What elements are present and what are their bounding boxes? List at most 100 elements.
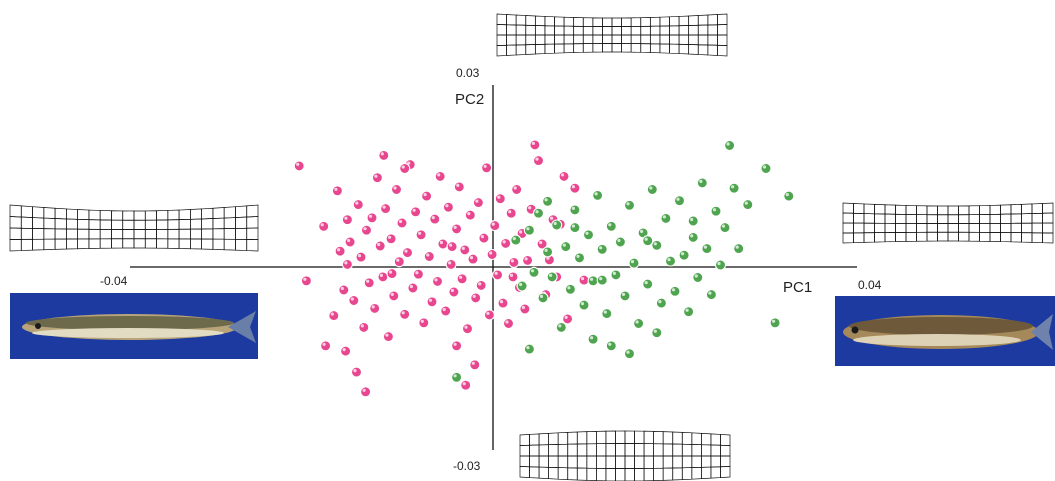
grid-cell bbox=[66, 218, 78, 230]
grid-cell bbox=[602, 34, 613, 44]
green-point-highlight bbox=[635, 320, 639, 324]
grid-cell bbox=[1031, 232, 1043, 244]
pink-point bbox=[426, 296, 438, 308]
grid-cell bbox=[611, 43, 622, 53]
y-tick-label-min: -0.03 bbox=[453, 459, 481, 473]
pink-point-highlight bbox=[467, 212, 471, 216]
pink-point-highlight bbox=[377, 242, 381, 247]
pink-point-highlight bbox=[390, 292, 394, 296]
green-point-highlight bbox=[612, 271, 617, 275]
y-tick-label-max: 0.03 bbox=[456, 66, 480, 80]
green-point-highlight bbox=[617, 238, 621, 243]
pink-point bbox=[437, 238, 449, 250]
pink-point bbox=[461, 323, 474, 335]
grid-cell bbox=[529, 433, 540, 446]
grid-cell bbox=[643, 430, 654, 445]
pink-point bbox=[421, 190, 433, 202]
grid-cell bbox=[621, 34, 632, 44]
pink-point bbox=[293, 160, 305, 172]
grid-cell bbox=[235, 216, 248, 229]
grid-cell bbox=[144, 229, 157, 240]
grid-cell bbox=[190, 208, 202, 220]
pink-point-highlight bbox=[459, 275, 463, 279]
pink-point-highlight bbox=[494, 271, 498, 275]
fish-photo-right bbox=[835, 296, 1055, 366]
grid-cell bbox=[525, 24, 536, 36]
pink-point bbox=[348, 294, 360, 307]
grid-cell bbox=[710, 455, 721, 468]
grid-cell bbox=[947, 231, 959, 242]
pink-point bbox=[475, 279, 487, 291]
pink-point-highlight bbox=[535, 157, 539, 161]
green-point bbox=[669, 285, 681, 297]
grid-cell bbox=[178, 209, 191, 221]
grid-cell bbox=[630, 17, 642, 27]
green-point bbox=[623, 199, 636, 211]
grid-cell bbox=[624, 468, 635, 481]
grid-cell bbox=[1042, 202, 1054, 214]
grid-cell bbox=[496, 13, 507, 26]
pink-point-highlight bbox=[366, 279, 370, 283]
pink-point-highlight bbox=[374, 174, 378, 178]
grid-cell bbox=[144, 238, 157, 249]
pink-point-highlight bbox=[508, 210, 512, 214]
grid-cell bbox=[592, 43, 603, 53]
grid-cell bbox=[567, 455, 578, 469]
pink-point bbox=[483, 309, 495, 321]
grid-cell bbox=[710, 444, 721, 457]
grid-cell bbox=[1042, 222, 1054, 234]
grid-cell bbox=[659, 16, 670, 27]
green-point bbox=[687, 231, 699, 243]
green-point-highlight bbox=[512, 237, 516, 241]
green-point bbox=[537, 292, 549, 304]
green-point-highlight bbox=[558, 324, 562, 328]
green-point-highlight bbox=[676, 197, 680, 201]
pink-point bbox=[366, 212, 378, 224]
pink-point bbox=[448, 286, 460, 298]
green-point-highlight bbox=[662, 215, 667, 219]
green-point-highlight bbox=[653, 242, 657, 246]
pink-point bbox=[386, 268, 398, 280]
pink-point bbox=[494, 193, 506, 205]
grid-cell bbox=[720, 466, 731, 478]
pink-point-highlight bbox=[461, 246, 465, 250]
grid-cell bbox=[958, 231, 970, 242]
pink-point-highlight bbox=[379, 273, 383, 277]
grid-cell bbox=[111, 229, 124, 240]
green-point-highlight bbox=[772, 319, 776, 323]
grid-cell bbox=[557, 443, 569, 457]
pink-point bbox=[371, 172, 383, 184]
grid-cell bbox=[1031, 203, 1043, 214]
pink-point-highlight bbox=[462, 382, 466, 386]
pink-point bbox=[478, 232, 490, 244]
green-point-highlight bbox=[526, 346, 530, 350]
green-point-highlight bbox=[585, 231, 589, 235]
pink-point bbox=[341, 214, 353, 226]
grid-cell bbox=[659, 34, 670, 45]
grid-cell bbox=[947, 205, 959, 216]
grid-cell bbox=[863, 232, 875, 243]
pink-point-highlight bbox=[505, 320, 509, 324]
pink-point bbox=[410, 206, 422, 218]
green-point-highlight bbox=[735, 245, 739, 249]
grid-cell bbox=[643, 455, 654, 469]
grid-cell bbox=[669, 43, 680, 54]
grid-cell bbox=[99, 219, 112, 230]
grid-cell bbox=[534, 34, 546, 45]
grid-cell bbox=[548, 466, 559, 480]
green-point bbox=[714, 259, 727, 271]
green-point-highlight bbox=[721, 224, 726, 228]
grid-cell bbox=[653, 455, 664, 469]
green-point bbox=[582, 229, 595, 241]
grid-cell bbox=[167, 219, 180, 230]
green-point-highlight bbox=[539, 294, 544, 298]
pink-point-highlight bbox=[340, 286, 344, 291]
grid-cell bbox=[538, 432, 549, 446]
grid-cell bbox=[506, 24, 517, 36]
grid-cell bbox=[937, 205, 949, 216]
grid-cell bbox=[681, 455, 693, 469]
pink-point bbox=[472, 197, 484, 209]
pink-point bbox=[529, 139, 541, 151]
grid-cell bbox=[557, 455, 569, 469]
grid-cell bbox=[634, 430, 645, 444]
